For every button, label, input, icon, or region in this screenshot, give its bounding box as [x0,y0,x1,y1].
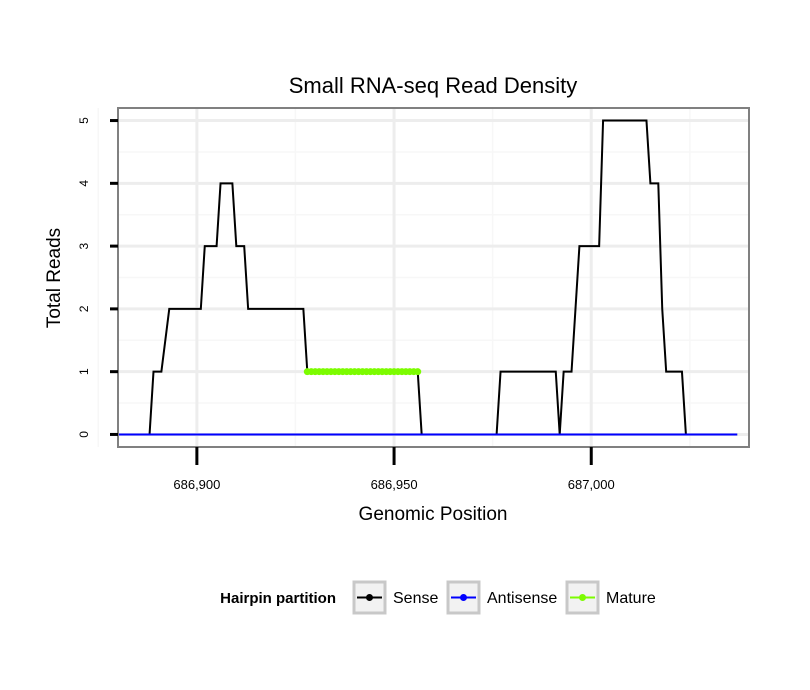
x-tick-label-2: 687,000 [568,477,615,492]
legend-label-sense: Sense [393,590,438,607]
y-tick-label-0: 0 [77,431,91,438]
x-tick-label-0: 686,900 [173,477,220,492]
legend-dot-sense [366,594,373,601]
y-axis-label: Total Reads [44,228,65,328]
y-tick-label-1: 1 [77,368,91,375]
legend: Hairpin partition Sense Antisense Mature [220,580,656,615]
x-axis-label: Genomic Position [359,504,508,525]
legend-label-mature: Mature [606,590,656,607]
y-tick-label-2: 2 [77,305,91,312]
y-tick-label-5: 5 [77,117,91,124]
legend-item-antisense: Antisense [446,580,557,615]
legend-dot-antisense [460,594,467,601]
x-tick-label-1: 686,950 [371,477,418,492]
legend-label-antisense: Antisense [487,590,557,607]
series-layer [118,119,738,436]
y-tick-label-4: 4 [77,180,91,187]
mature-point-28 [414,368,422,376]
y-tick-label-3: 3 [77,242,91,249]
x-axis: 686,900 686,950 687,000 [173,447,615,492]
y-axis: 0 1 2 3 4 5 [77,117,118,438]
legend-item-mature: Mature [565,580,656,615]
legend-item-sense: Sense [352,580,438,615]
legend-title: Hairpin partition [220,590,336,607]
chart-title: Small RNA-seq Read Density [289,73,578,98]
plot-panel-border [117,107,750,448]
legend-dot-mature [579,594,586,601]
